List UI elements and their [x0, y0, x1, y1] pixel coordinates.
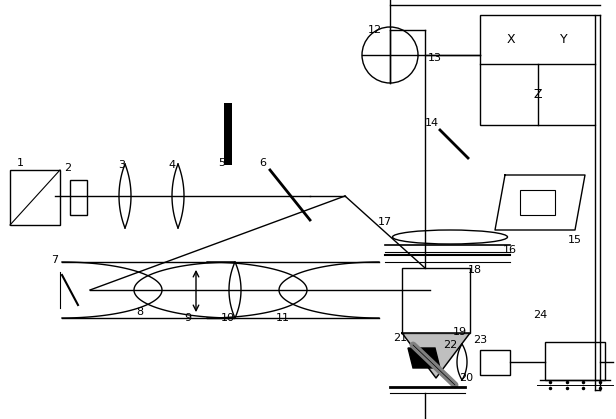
Text: Z: Z [533, 88, 541, 101]
Text: 13: 13 [428, 53, 442, 63]
Bar [480, 15, 595, 125]
Text: 5: 5 [219, 158, 225, 168]
Text: 1: 1 [17, 158, 23, 168]
Text: 7: 7 [52, 255, 59, 265]
Polygon shape [408, 348, 440, 368]
Text: 14: 14 [425, 118, 439, 128]
Text: 3: 3 [118, 160, 126, 170]
Text: 20: 20 [459, 373, 473, 383]
Bar [480, 350, 510, 375]
Text: Y: Y [560, 33, 568, 46]
Bar [10, 170, 60, 225]
Bar [520, 190, 555, 215]
Text: 18: 18 [468, 265, 482, 275]
Text: 9: 9 [184, 313, 192, 323]
Bar [402, 268, 470, 333]
Polygon shape [402, 333, 470, 378]
Text: 22: 22 [443, 340, 457, 350]
Bar [70, 180, 87, 215]
Text: 6: 6 [259, 158, 267, 168]
Text: 21: 21 [393, 333, 407, 343]
Bar [545, 341, 605, 380]
Text: 24: 24 [533, 310, 547, 320]
Text: 17: 17 [378, 217, 392, 227]
Text: 15: 15 [568, 235, 582, 245]
Text: 19: 19 [453, 327, 467, 337]
Bar [224, 103, 232, 165]
Text: 16: 16 [503, 245, 517, 255]
Text: X: X [507, 33, 516, 46]
Text: 10: 10 [221, 313, 235, 323]
Text: 11: 11 [276, 313, 290, 323]
Text: 12: 12 [368, 25, 382, 35]
Text: 4: 4 [168, 160, 176, 170]
Text: 8: 8 [136, 307, 144, 317]
Text: 2: 2 [65, 163, 71, 173]
Text: 23: 23 [473, 335, 487, 345]
